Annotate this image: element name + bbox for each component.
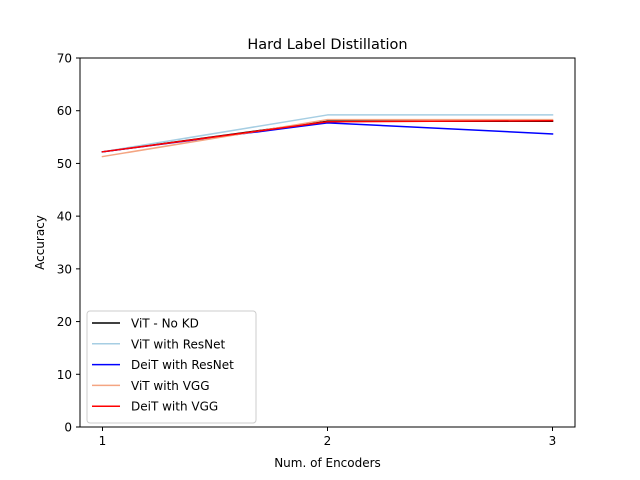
y-tick-label: 10 (57, 368, 72, 382)
legend-label: DeiT with ResNet (131, 358, 234, 372)
legend-label: ViT with VGG (131, 379, 210, 393)
series-line (101, 114, 554, 153)
series-line (101, 120, 554, 153)
y-axis-label: Accuracy (33, 215, 47, 270)
y-tick-label: 20 (57, 315, 72, 329)
legend-label: ViT with ResNet (131, 337, 225, 351)
legend: ViT - No KD ViT with ResNet DeiT with ResN… (86, 310, 257, 424)
legend-label: DeiT with VGG (131, 400, 218, 414)
x-tick-label: 1 (99, 434, 107, 448)
series-line (101, 118, 554, 158)
x-axis-label: Num. of Encoders (274, 456, 381, 470)
y-tick-label: 50 (57, 157, 72, 171)
chart-title: Hard Label Distillation (247, 37, 407, 53)
y-tick-label: 70 (57, 52, 72, 66)
y-tick-label: 40 (57, 210, 72, 224)
y-tick-label: 60 (57, 104, 72, 118)
series-line (101, 119, 554, 153)
x-tick-label: 3 (549, 434, 557, 448)
y-tick-label: 0 (64, 421, 72, 435)
series-line (101, 122, 554, 153)
x-axis: 1 2 3 (99, 427, 557, 448)
plot-lines (101, 114, 554, 158)
x-tick-label: 2 (324, 434, 332, 448)
legend-box (86, 310, 257, 424)
y-tick-label: 30 (57, 262, 72, 276)
legend-label: ViT - No KD (131, 317, 199, 331)
y-axis: 0 10 20 30 40 50 60 70 (57, 52, 80, 435)
